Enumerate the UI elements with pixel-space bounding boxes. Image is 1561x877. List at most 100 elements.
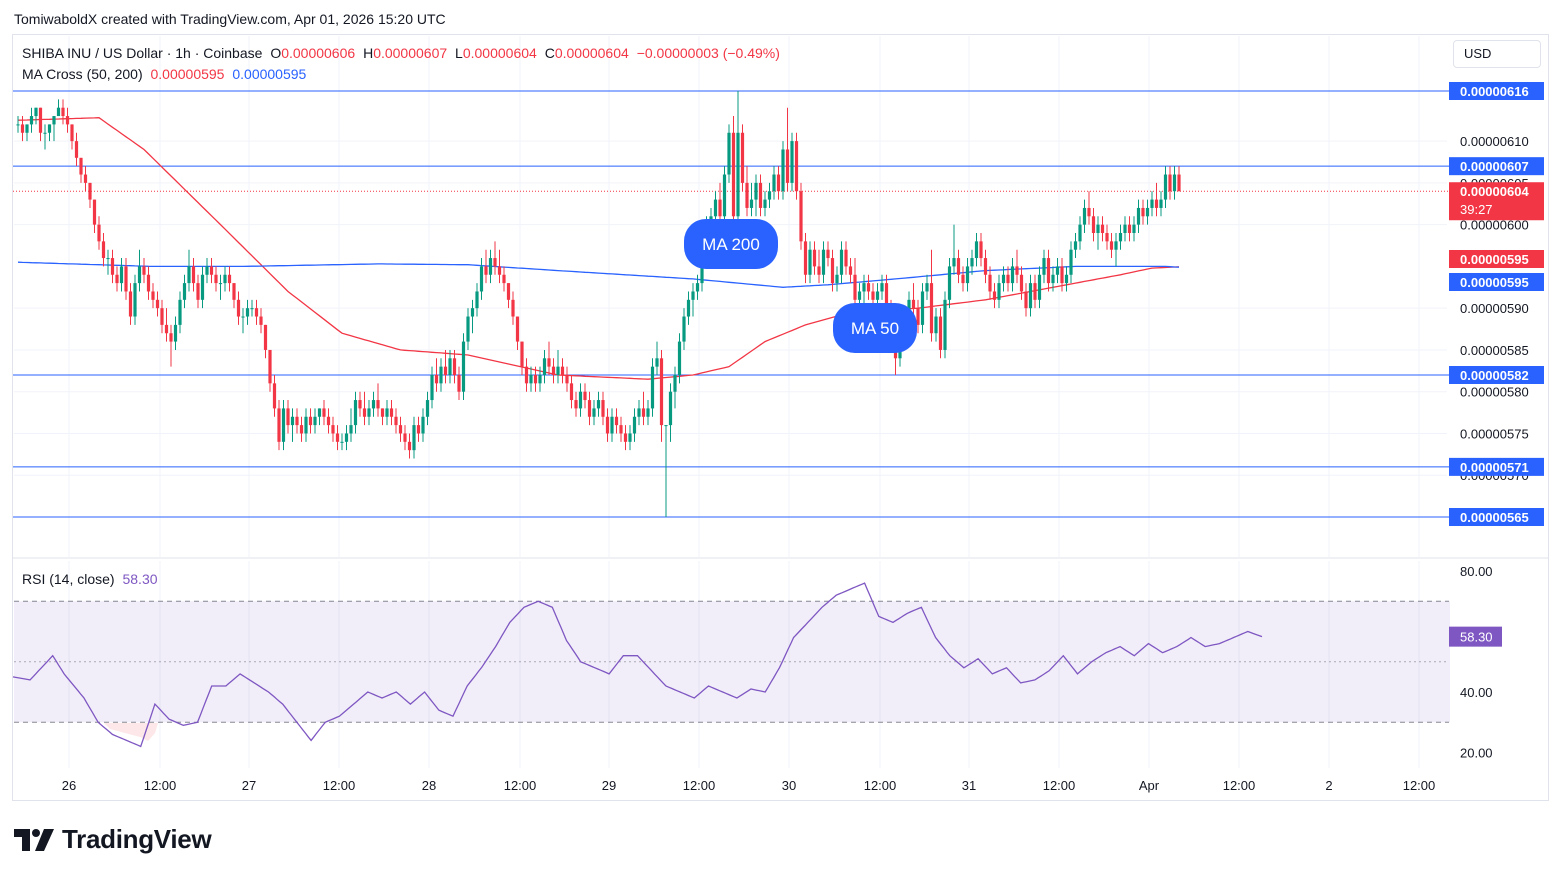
candle-body xyxy=(389,408,394,417)
candle-body xyxy=(970,258,974,267)
candle-body xyxy=(457,375,461,392)
candle-body xyxy=(691,291,695,300)
candle-body xyxy=(799,191,803,242)
candle-body xyxy=(947,266,952,300)
candle-body xyxy=(425,400,430,417)
candle-body xyxy=(16,124,20,126)
candle-body xyxy=(583,391,587,401)
candle-body xyxy=(65,116,70,125)
candle-body xyxy=(857,291,862,300)
candle-body xyxy=(317,408,322,417)
candle-body xyxy=(727,132,731,175)
candle-body xyxy=(614,416,619,426)
candle-body xyxy=(421,416,425,434)
candle-body xyxy=(1042,258,1046,275)
candle-body xyxy=(655,358,659,367)
candle-body xyxy=(115,274,119,284)
hline-price-tag xyxy=(1449,508,1544,526)
candle-body xyxy=(178,299,182,325)
candle-body xyxy=(1091,216,1096,233)
candle-body xyxy=(47,124,52,133)
candle-body xyxy=(736,132,740,217)
candle-body xyxy=(524,366,529,384)
candle-body xyxy=(673,375,677,392)
candle-body xyxy=(556,366,560,375)
ma50-line xyxy=(17,117,1180,380)
hline-price-tag-text: 0.00000582 xyxy=(1460,368,1529,383)
candle-body xyxy=(97,224,101,242)
candle-body xyxy=(916,308,920,325)
price-tick-label: 0.00000575 xyxy=(1460,426,1529,441)
candle-body xyxy=(101,241,106,259)
candle-body xyxy=(376,400,380,409)
chart-frame xyxy=(12,34,1549,801)
candle-body xyxy=(781,149,785,192)
candle-body xyxy=(817,266,821,275)
candle-body xyxy=(938,316,943,350)
hline-price-tag-text: 0.00000565 xyxy=(1460,510,1529,525)
candle-body xyxy=(1078,224,1082,242)
time-tick-label: 12:00 xyxy=(1403,778,1436,793)
candle-body xyxy=(1100,224,1105,233)
low-value: 0.00000604 xyxy=(462,45,537,61)
candle-body xyxy=(925,283,929,292)
candle-body xyxy=(992,291,997,300)
candle-body xyxy=(601,400,605,417)
candle-body xyxy=(1019,274,1024,292)
currency-selector[interactable]: USD xyxy=(1453,40,1541,68)
candle-body xyxy=(812,249,817,267)
candle-body xyxy=(34,107,38,117)
candle-body xyxy=(974,241,979,259)
tradingview-logo[interactable]: TradingView xyxy=(14,824,212,855)
candle-body xyxy=(961,274,965,284)
candle-body xyxy=(1069,249,1073,275)
candle-body xyxy=(1028,283,1033,309)
candle-body xyxy=(1006,274,1010,284)
candle-body xyxy=(988,274,992,292)
ma200-value: 0.00000595 xyxy=(232,66,307,82)
price-tick-label: 0.00000580 xyxy=(1460,385,1529,400)
candle-body xyxy=(1132,224,1136,233)
candle-body xyxy=(1109,241,1114,250)
rsi-value-tag-text: 58.30 xyxy=(1460,630,1493,645)
candle-body xyxy=(529,375,533,384)
candle-body xyxy=(632,416,637,434)
candle-body xyxy=(155,299,160,309)
candle-body xyxy=(538,375,542,384)
candle-body xyxy=(871,291,875,300)
candle-body xyxy=(1114,241,1118,250)
candle-body xyxy=(682,316,686,342)
time-tick-label: 12:00 xyxy=(864,778,897,793)
candle-body xyxy=(1096,224,1100,233)
candle-body xyxy=(934,316,938,334)
candle-body xyxy=(313,416,317,426)
candle-body xyxy=(659,358,664,426)
candle-body xyxy=(1154,199,1159,208)
candle-body xyxy=(470,308,475,317)
candle-body xyxy=(466,316,470,342)
attribution-text: TomiwaboldX created with TradingView.com… xyxy=(14,11,446,27)
candle-body xyxy=(371,400,376,409)
candle-body xyxy=(358,400,362,409)
ma200-price-tag xyxy=(1449,273,1544,291)
candle-body xyxy=(587,400,592,417)
last-price-tag-text: 0.00000604 xyxy=(1460,184,1529,199)
candle-body xyxy=(340,441,344,443)
candle-body xyxy=(461,341,466,392)
candle-body xyxy=(1046,258,1051,284)
rsi-line xyxy=(12,582,1263,748)
candle-body xyxy=(38,107,43,133)
candle-body xyxy=(1055,266,1060,275)
candle-body xyxy=(506,283,511,300)
time-tick-label: 30 xyxy=(782,778,796,793)
change-value: −0.00000003 (−0.49%) xyxy=(636,45,780,61)
candle-body xyxy=(718,199,722,217)
candle-body xyxy=(641,408,646,417)
candle-body xyxy=(848,266,853,275)
candle-body xyxy=(605,416,610,434)
candle-body xyxy=(286,408,290,426)
candle-body xyxy=(61,107,65,117)
candle-body xyxy=(367,408,371,417)
candle-body xyxy=(1010,266,1015,284)
